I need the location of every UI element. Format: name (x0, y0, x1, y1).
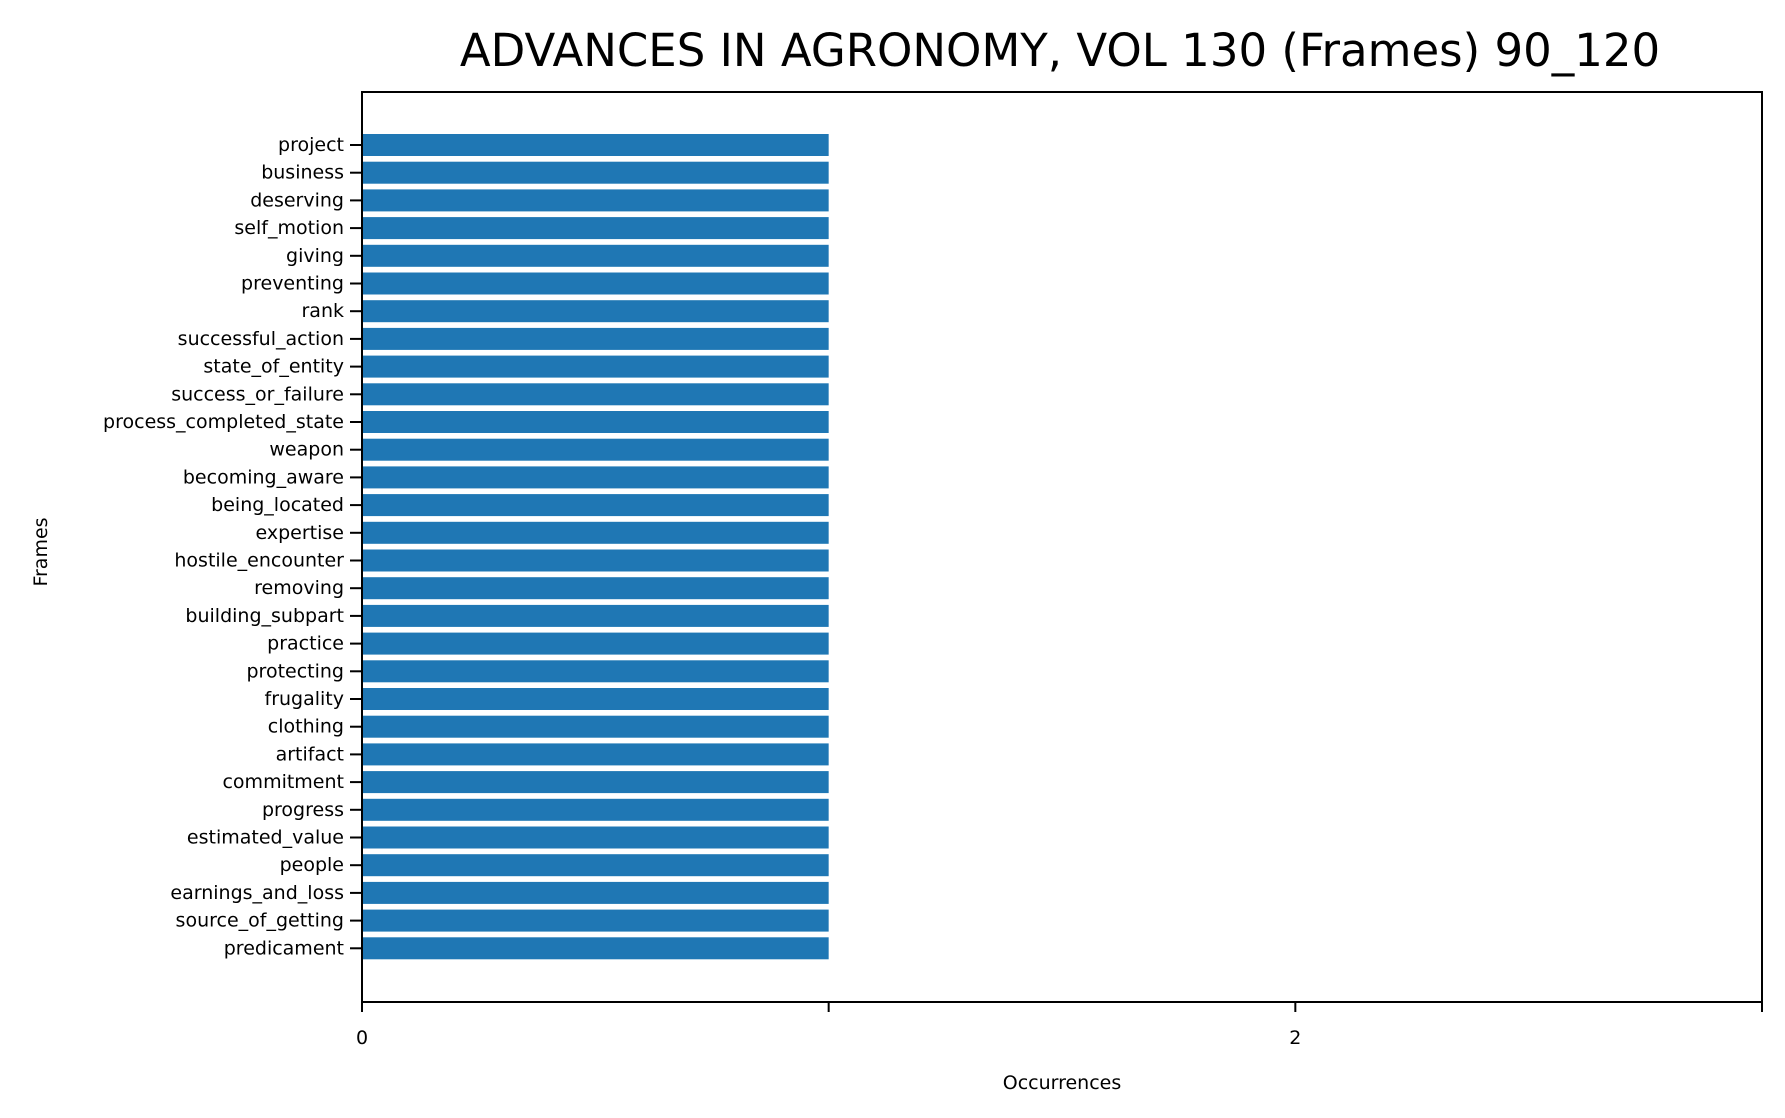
bar-becoming_aware (362, 466, 829, 489)
y-tick-label: progress (262, 799, 344, 821)
y-tick-label: earnings_and_loss (170, 882, 344, 904)
bar-estimated_value (362, 826, 829, 849)
bar-expertise (362, 521, 829, 544)
y-tick-label: hostile_encounter (174, 550, 344, 572)
bar-project (362, 134, 829, 156)
x-axis-label: Occurrences (1003, 1072, 1122, 1094)
bar-artifact (362, 743, 829, 766)
y-tick-label: estimated_value (187, 827, 344, 849)
y-tick-label: source_of_getting (176, 910, 344, 932)
bar-source_of_getting (362, 909, 829, 932)
bar-removing (362, 577, 829, 600)
bar-clothing (362, 715, 829, 738)
bar-preventing (362, 272, 829, 295)
bar-earnings_and_loss (362, 881, 829, 904)
y-tick-label: protecting (247, 660, 345, 682)
bar-success_or_failure (362, 383, 829, 406)
y-tick-label: people (280, 854, 344, 876)
y-tick-label: success_or_failure (171, 383, 344, 405)
y-tick-label: artifact (276, 743, 344, 765)
y-tick-label: weapon (269, 439, 344, 461)
bar-self_motion (362, 217, 829, 240)
x-tick-label: 0 (356, 1027, 368, 1049)
y-tick-label: process_completed_state (103, 411, 344, 433)
y-tick-label: project (278, 134, 344, 156)
y-tick-label: self_motion (234, 217, 344, 239)
y-tick-label: predicament (224, 937, 344, 959)
bar-deserving (362, 189, 829, 212)
y-tick-label: preventing (241, 273, 344, 295)
plot-frame (361, 91, 1763, 1003)
bar-process_completed_state (362, 411, 829, 433)
y-tick-label: expertise (256, 522, 344, 544)
bar-practice (362, 632, 829, 655)
y-tick-label: clothing (268, 716, 344, 738)
y-tick-label: practice (267, 633, 344, 655)
y-tick-label: rank (302, 300, 345, 322)
bar-progress (362, 798, 829, 821)
bar-people (362, 854, 829, 877)
bar-frugality (362, 688, 829, 710)
y-tick-label: frugality (265, 688, 345, 710)
y-tick-label: being_located (211, 494, 344, 516)
y-tick-label: state_of_entity (203, 356, 344, 378)
y-tick-label: removing (254, 577, 344, 599)
y-tick-label: deserving (250, 189, 344, 211)
bars-group (362, 134, 829, 960)
chart-title: ADVANCES IN AGRONOMY, VOL 130 (Frames) 9… (460, 24, 1660, 77)
bar-commitment (362, 771, 829, 794)
y-tick-label: becoming_aware (183, 466, 344, 488)
bar-being_located (362, 494, 829, 517)
bar-giving (362, 244, 829, 267)
bar-successful_action (362, 327, 829, 350)
y-tick-label: giving (286, 245, 344, 267)
bar-rank (362, 300, 829, 323)
bar-state_of_entity (362, 355, 829, 378)
bar-business (362, 161, 829, 184)
bar-predicament (362, 937, 829, 960)
y-tick-label: commitment (222, 771, 344, 793)
y-tick-label: business (261, 162, 344, 184)
bar-building_subpart (362, 604, 829, 627)
y-axis-label: Frames (30, 517, 52, 586)
x-tick-label: 2 (1289, 1027, 1301, 1049)
bar-weapon (362, 438, 829, 461)
y-axis-ticks: project business deserving self_motiongivin… (103, 134, 362, 959)
y-tick-label: building_subpart (185, 605, 344, 627)
bar-hostile_encounter (362, 549, 829, 572)
bar-protecting (362, 660, 829, 683)
y-tick-label: successful_action (178, 328, 344, 350)
